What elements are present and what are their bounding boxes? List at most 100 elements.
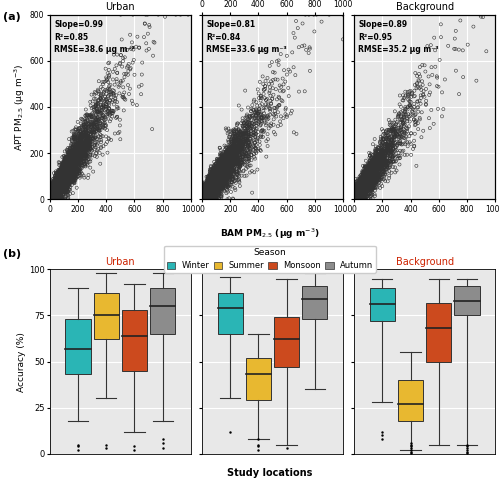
Point <box>210 195 218 203</box>
Point <box>63 168 71 176</box>
Point <box>358 181 366 189</box>
Point <box>66 162 74 170</box>
Point <box>72 163 80 170</box>
Point <box>360 174 368 182</box>
Point <box>62 183 70 191</box>
Point <box>88 122 96 130</box>
Point <box>218 178 226 185</box>
Point <box>356 182 364 190</box>
Point <box>375 152 383 160</box>
Point <box>47 195 55 203</box>
Point <box>49 194 57 202</box>
Point <box>406 140 414 148</box>
Point <box>232 139 240 146</box>
Point <box>202 188 210 196</box>
Point <box>203 188 211 196</box>
Point <box>205 184 213 192</box>
Point <box>79 150 87 158</box>
Point <box>54 193 62 201</box>
Point <box>354 189 362 197</box>
Point <box>60 174 68 182</box>
Point <box>224 148 232 156</box>
Point <box>55 172 63 180</box>
Point <box>60 159 68 167</box>
Point <box>66 163 74 171</box>
Point <box>50 186 58 194</box>
Point <box>218 161 226 168</box>
Point <box>356 183 364 191</box>
Point <box>49 177 57 184</box>
Point <box>68 155 76 163</box>
Point <box>204 195 212 203</box>
Point <box>48 189 56 197</box>
Point <box>368 176 376 184</box>
Point <box>52 183 60 191</box>
Point <box>352 190 360 198</box>
Point <box>210 186 218 194</box>
Point <box>354 194 362 202</box>
Point <box>52 195 60 203</box>
Point <box>68 149 76 157</box>
Point <box>366 188 374 196</box>
Point <box>78 170 86 178</box>
Point <box>370 179 378 186</box>
Point <box>52 185 60 193</box>
Text: BAM PM$_{2.5}$ (μg m$^{-3}$): BAM PM$_{2.5}$ (μg m$^{-3}$) <box>220 226 320 241</box>
Point <box>50 181 58 188</box>
Point <box>48 189 56 197</box>
Point <box>264 115 272 122</box>
Point <box>354 190 362 198</box>
Point <box>240 159 248 166</box>
Point <box>200 189 208 197</box>
Point <box>66 154 74 162</box>
Point <box>218 161 226 169</box>
Point <box>51 187 59 195</box>
Point <box>354 195 362 203</box>
Point <box>224 171 232 179</box>
Point <box>76 151 84 159</box>
Point <box>211 174 219 182</box>
Point <box>202 184 210 192</box>
Point <box>57 183 65 191</box>
Point <box>368 169 376 177</box>
Point <box>199 195 207 203</box>
Point <box>48 194 56 202</box>
Point <box>46 195 54 203</box>
Point <box>362 183 370 191</box>
Point <box>95 90 103 98</box>
Point <box>210 167 218 175</box>
Point <box>207 190 215 198</box>
Point <box>364 184 372 192</box>
Point <box>206 185 214 193</box>
Point <box>376 153 384 161</box>
Point <box>201 195 209 203</box>
Point <box>206 183 214 191</box>
Point <box>351 188 359 196</box>
Point <box>219 163 227 170</box>
Point <box>238 144 246 152</box>
Point <box>228 149 235 157</box>
Point <box>66 169 74 177</box>
Point <box>53 183 61 191</box>
Point <box>46 195 54 203</box>
Point <box>246 132 254 140</box>
Point <box>230 155 238 163</box>
Point <box>202 188 210 196</box>
Point <box>360 189 368 197</box>
Point <box>210 182 218 189</box>
Point <box>228 162 235 170</box>
Point <box>202 195 209 203</box>
Point <box>364 169 372 177</box>
Point <box>52 174 60 182</box>
Point <box>202 193 210 201</box>
Point <box>62 163 70 171</box>
Point <box>352 195 360 203</box>
Point <box>61 164 69 172</box>
Point <box>351 193 359 201</box>
Point <box>212 178 220 186</box>
Point <box>216 155 224 163</box>
Point <box>228 157 236 164</box>
Point <box>67 159 75 166</box>
Point <box>65 164 73 172</box>
Point <box>50 195 58 203</box>
